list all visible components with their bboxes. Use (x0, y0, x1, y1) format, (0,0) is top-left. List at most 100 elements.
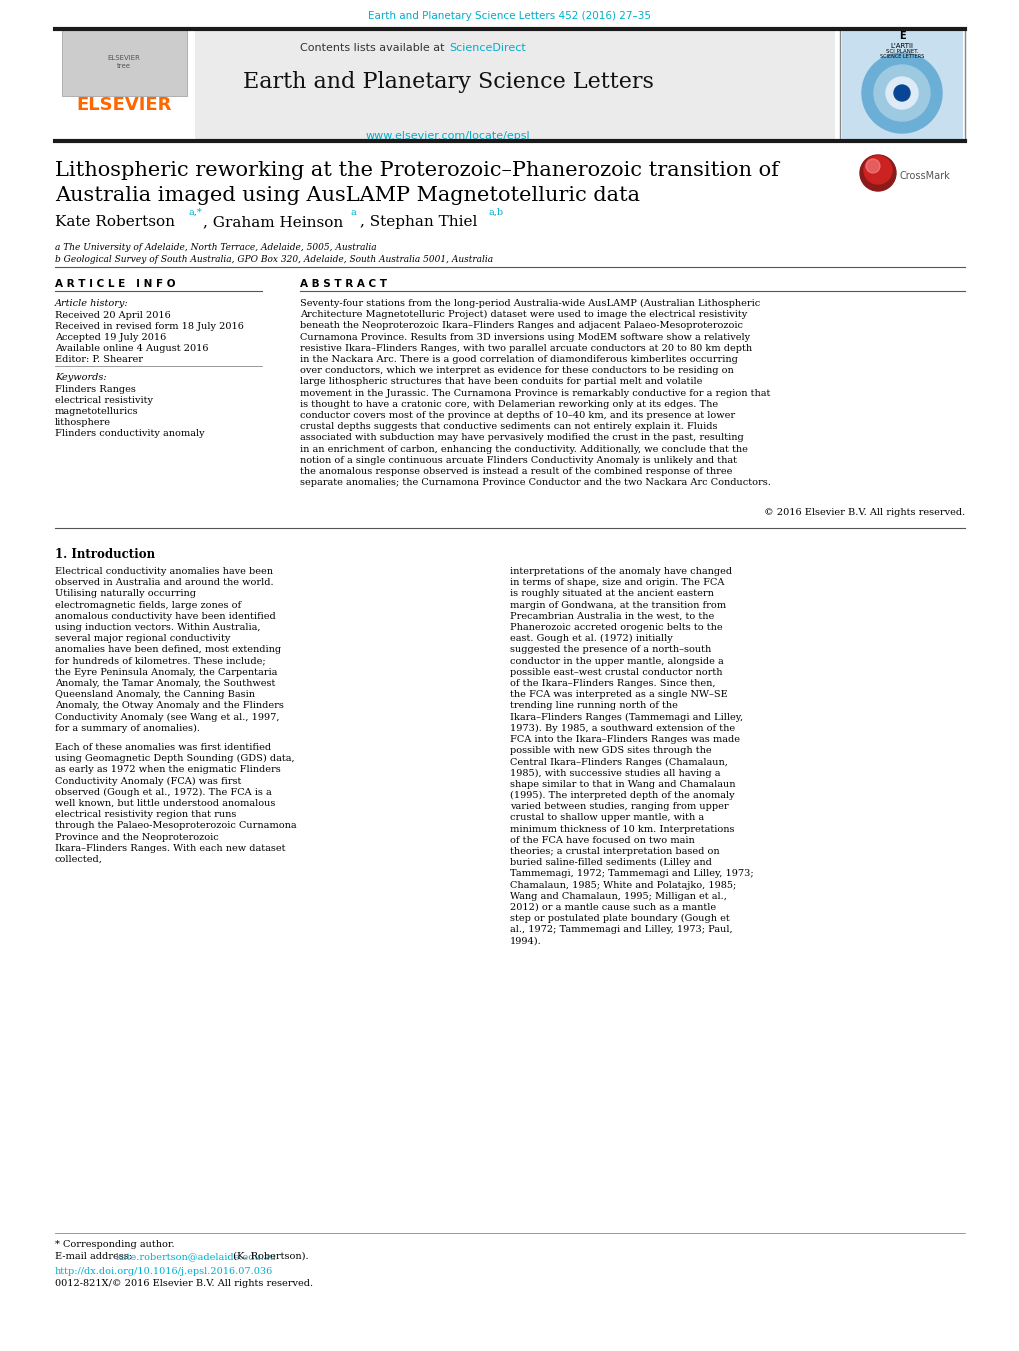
Text: east. Gough et al. (1972) initially: east. Gough et al. (1972) initially (510, 634, 673, 643)
Text: Chamalaun, 1985; White and Polatajko, 1985;: Chamalaun, 1985; White and Polatajko, 19… (510, 881, 736, 889)
Text: Australia imaged using AusLAMP Magnetotelluric data: Australia imaged using AusLAMP Magnetote… (55, 186, 639, 205)
Text: the anomalous response observed is instead a result of the combined response of : the anomalous response observed is inste… (300, 467, 732, 476)
Text: using Geomagnetic Depth Sounding (GDS) data,: using Geomagnetic Depth Sounding (GDS) d… (55, 754, 294, 763)
Text: Kate Robertson: Kate Robertson (55, 215, 175, 230)
Text: a,*: a,* (189, 208, 203, 218)
Text: Queensland Anomaly, the Canning Basin: Queensland Anomaly, the Canning Basin (55, 690, 255, 700)
Text: possible with new GDS sites through the: possible with new GDS sites through the (510, 746, 711, 755)
Text: Architecture Magnetotelluric Project) dataset were used to image the electrical : Architecture Magnetotelluric Project) da… (300, 311, 747, 319)
Text: Electrical conductivity anomalies have been: Electrical conductivity anomalies have b… (55, 567, 273, 576)
Text: lithosphere: lithosphere (55, 417, 111, 427)
Text: (1995). The interpreted depth of the anomaly: (1995). The interpreted depth of the ano… (510, 790, 734, 800)
Text: SCIENCE LETTERS: SCIENCE LETTERS (879, 54, 923, 59)
Bar (55, 28, 195, 141)
Text: buried saline-filled sediments (Lilley and: buried saline-filled sediments (Lilley a… (510, 858, 711, 867)
Text: kate.robertson@adelaide.edu.au: kate.robertson@adelaide.edu.au (116, 1252, 276, 1260)
Text: Curnamona Province. Results from 3D inversions using ModEM software show a relat: Curnamona Province. Results from 3D inve… (300, 332, 749, 342)
Text: anomalous conductivity have been identified: anomalous conductivity have been identif… (55, 612, 275, 621)
Text: 2012) or a mantle cause such as a mantle: 2012) or a mantle cause such as a mantle (510, 902, 715, 912)
Text: Utilising naturally occurring: Utilising naturally occurring (55, 589, 196, 598)
Text: in an enrichment of carbon, enhancing the conductivity. Additionally, we conclud: in an enrichment of carbon, enhancing th… (300, 444, 747, 454)
Text: electrical resistivity region that runs: electrical resistivity region that runs (55, 811, 236, 819)
Text: Contents lists available at: Contents lists available at (300, 43, 447, 53)
Text: b Geological Survey of South Australia, GPO Box 320, Adelaide, South Australia 5: b Geological Survey of South Australia, … (55, 255, 492, 263)
Text: A B S T R A C T: A B S T R A C T (300, 280, 386, 289)
Text: FCA into the Ikara–Flinders Ranges was made: FCA into the Ikara–Flinders Ranges was m… (510, 735, 739, 744)
Text: in the Nackara Arc. There is a good correlation of diamondiferous kimberlites oc: in the Nackara Arc. There is a good corr… (300, 355, 737, 363)
Text: crustal depths suggests that conductive sediments can not entirely explain it. F: crustal depths suggests that conductive … (300, 423, 716, 431)
Text: Earth and Planetary Science Letters 452 (2016) 27–35: Earth and Planetary Science Letters 452 … (368, 11, 651, 22)
Text: (K. Robertson).: (K. Robertson). (229, 1252, 308, 1260)
Text: ELSEVIER
tree: ELSEVIER tree (107, 55, 141, 69)
Circle shape (865, 159, 879, 173)
Text: observed (Gough et al., 1972). The FCA is a: observed (Gough et al., 1972). The FCA i… (55, 788, 271, 797)
Bar (841, 31, 962, 139)
Text: movement in the Jurassic. The Curnamona Province is remarkably conductive for a : movement in the Jurassic. The Curnamona … (300, 389, 769, 397)
Text: Flinders conductivity anomaly: Flinders conductivity anomaly (55, 430, 205, 438)
Text: A R T I C L E   I N F O: A R T I C L E I N F O (55, 280, 175, 289)
Text: CrossMark: CrossMark (899, 172, 950, 181)
Text: E-mail address:: E-mail address: (55, 1252, 135, 1260)
Text: notion of a single continuous arcuate Flinders Conductivity Anomaly is unlikely : notion of a single continuous arcuate Fl… (300, 455, 737, 465)
Text: minimum thickness of 10 km. Interpretations: minimum thickness of 10 km. Interpretati… (510, 824, 734, 834)
Text: ELSEVIER: ELSEVIER (76, 96, 171, 113)
Text: Ikara–Flinders Ranges (Tammemagi and Lilley,: Ikara–Flinders Ranges (Tammemagi and Lil… (510, 712, 743, 721)
Text: http://dx.doi.org/10.1016/j.epsl.2016.07.036: http://dx.doi.org/10.1016/j.epsl.2016.07… (55, 1267, 273, 1275)
Text: a: a (351, 208, 357, 218)
Text: * Corresponding author.: * Corresponding author. (55, 1240, 174, 1250)
Text: 1. Introduction: 1. Introduction (55, 549, 155, 561)
Circle shape (863, 155, 892, 184)
Text: Seventy-four stations from the long-period Australia-wide AusLAMP (Australian Li: Seventy-four stations from the long-peri… (300, 299, 759, 308)
Text: in terms of shape, size and origin. The FCA: in terms of shape, size and origin. The … (510, 578, 723, 588)
Text: Phanerozoic accreted orogenic belts to the: Phanerozoic accreted orogenic belts to t… (510, 623, 721, 632)
Text: possible east–west crustal conductor north: possible east–west crustal conductor nor… (510, 667, 721, 677)
Text: theories; a crustal interpretation based on: theories; a crustal interpretation based… (510, 847, 719, 857)
Text: electrical resistivity: electrical resistivity (55, 396, 153, 405)
Text: of the Ikara–Flinders Ranges. Since then,: of the Ikara–Flinders Ranges. Since then… (510, 680, 714, 688)
Text: Flinders Ranges: Flinders Ranges (55, 385, 136, 394)
Text: Wang and Chamalaun, 1995; Milligan et al.,: Wang and Chamalaun, 1995; Milligan et al… (510, 892, 727, 901)
Text: for a summary of anomalies).: for a summary of anomalies). (55, 724, 200, 734)
Text: Central Ikara–Flinders Ranges (Chamalaun,: Central Ikara–Flinders Ranges (Chamalaun… (510, 758, 728, 766)
Text: a The University of Adelaide, North Terrace, Adelaide, 5005, Australia: a The University of Adelaide, North Terr… (55, 243, 376, 253)
Text: as early as 1972 when the enigmatic Flinders: as early as 1972 when the enigmatic Flin… (55, 766, 280, 774)
Text: L'ARTII: L'ARTII (890, 43, 913, 49)
Text: a,b: a,b (488, 208, 503, 218)
Text: anomalies have been defined, most extending: anomalies have been defined, most extend… (55, 646, 281, 654)
Text: Conductivity Anomaly (see Wang et al., 1997,: Conductivity Anomaly (see Wang et al., 1… (55, 712, 279, 721)
Text: Ikara–Flinders Ranges. With each new dataset: Ikara–Flinders Ranges. With each new dat… (55, 844, 285, 852)
Text: large lithospheric structures that have been conduits for partial melt and volat: large lithospheric structures that have … (300, 377, 702, 386)
Text: 0012-821X/© 2016 Elsevier B.V. All rights reserved.: 0012-821X/© 2016 Elsevier B.V. All right… (55, 1279, 313, 1288)
Text: separate anomalies; the Curnamona Province Conductor and the two Nackara Arc Con: separate anomalies; the Curnamona Provin… (300, 478, 770, 488)
Text: of the FCA have focused on two main: of the FCA have focused on two main (510, 836, 694, 844)
Text: , Stephan Thiel: , Stephan Thiel (360, 215, 477, 230)
Text: Precambrian Australia in the west, to the: Precambrian Australia in the west, to th… (510, 612, 713, 621)
Circle shape (861, 53, 942, 132)
Text: , Graham Heinson: , Graham Heinson (203, 215, 343, 230)
Text: the Eyre Peninsula Anomaly, the Carpentaria: the Eyre Peninsula Anomaly, the Carpenta… (55, 667, 277, 677)
Text: shape similar to that in Wang and Chamalaun: shape similar to that in Wang and Chamal… (510, 780, 735, 789)
Text: margin of Gondwana, at the transition from: margin of Gondwana, at the transition fr… (510, 601, 726, 609)
Text: resistive Ikara–Flinders Ranges, with two parallel arcuate conductors at 20 to 8: resistive Ikara–Flinders Ranges, with tw… (300, 343, 751, 353)
Text: Lithospheric reworking at the Proterozoic–Phanerozoic transition of: Lithospheric reworking at the Proterozoi… (55, 161, 779, 180)
Text: is thought to have a cratonic core, with Delamerian reworking only at its edges.: is thought to have a cratonic core, with… (300, 400, 717, 409)
Text: E: E (898, 31, 905, 41)
Text: Tammemagi, 1972; Tammemagi and Lilley, 1973;: Tammemagi, 1972; Tammemagi and Lilley, 1… (510, 870, 753, 878)
Text: Keywords:: Keywords: (55, 373, 107, 382)
Text: crustal to shallow upper mantle, with a: crustal to shallow upper mantle, with a (510, 813, 703, 823)
Text: Accepted 19 July 2016: Accepted 19 July 2016 (55, 332, 166, 342)
Bar (55, 28, 835, 141)
Text: electromagnetic fields, large zones of: electromagnetic fields, large zones of (55, 601, 240, 609)
Text: step or postulated plate boundary (Gough et: step or postulated plate boundary (Gough… (510, 915, 729, 923)
Circle shape (873, 65, 929, 122)
Text: observed in Australia and around the world.: observed in Australia and around the wor… (55, 578, 273, 588)
Text: www.elsevier.com/locate/epsl: www.elsevier.com/locate/epsl (366, 131, 530, 141)
Text: is roughly situated at the ancient eastern: is roughly situated at the ancient easte… (510, 589, 713, 598)
Text: for hundreds of kilometres. These include;: for hundreds of kilometres. These includ… (55, 657, 265, 666)
Text: suggested the presence of a north–south: suggested the presence of a north–south (510, 646, 710, 654)
Text: conductor in the upper mantle, alongside a: conductor in the upper mantle, alongside… (510, 657, 723, 666)
Text: interpretations of the anomaly have changed: interpretations of the anomaly have chan… (510, 567, 732, 576)
Text: varied between studies, ranging from upper: varied between studies, ranging from upp… (510, 802, 728, 811)
Text: Available online 4 August 2016: Available online 4 August 2016 (55, 345, 208, 353)
Text: 1985), with successive studies all having a: 1985), with successive studies all havin… (510, 769, 719, 778)
